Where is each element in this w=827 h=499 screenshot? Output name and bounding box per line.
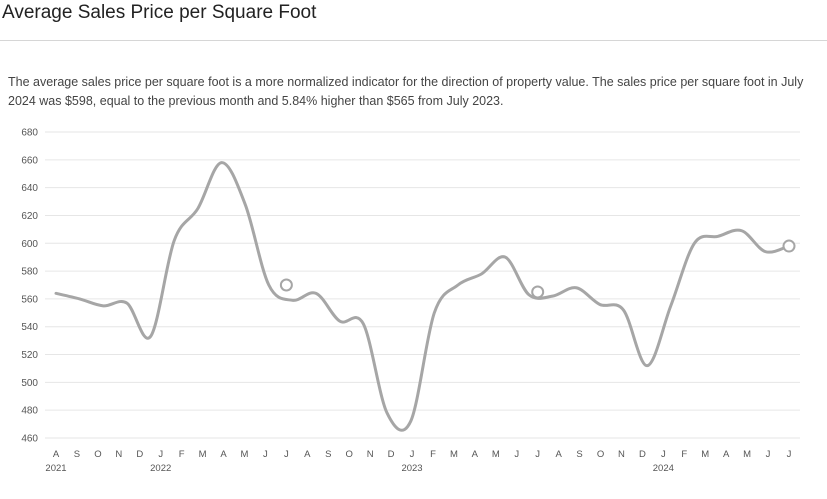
y-tick-label-600: 600 xyxy=(21,239,38,250)
title-divider xyxy=(0,40,827,41)
page-title: Average Sales Price per Square Foot xyxy=(2,2,317,23)
x-tick-label-19: M xyxy=(450,449,458,460)
x-tick-label-13: S xyxy=(325,449,331,460)
x-tick-label-31: M xyxy=(701,449,709,460)
x-tick-label-32: A xyxy=(723,449,730,460)
y-tick-label-540: 540 xyxy=(21,322,38,333)
x-tick-label-5: J xyxy=(158,449,163,460)
x-tick-label-2: O xyxy=(94,449,101,460)
x-tick-label-18: F xyxy=(430,449,436,460)
marker-layer xyxy=(279,239,796,299)
y-tick-label-620: 620 xyxy=(21,211,38,222)
x-tick-label-3: N xyxy=(115,449,122,460)
x-tick-label-23: J xyxy=(535,449,540,460)
x-tick-label-24: A xyxy=(555,449,562,460)
y-tick-label-660: 660 xyxy=(21,155,38,166)
x-tick-label-20: A xyxy=(472,449,479,460)
series-layer xyxy=(54,161,791,432)
price-per-sqft-line-chart: 680 660 640 620 600 580 560 540 520 500 480 460 A S O… xyxy=(21,128,800,474)
x-tick-label-8: A xyxy=(220,449,227,460)
chart-description: The average sales price per square foot … xyxy=(8,75,804,108)
data-point-marker-0 xyxy=(279,278,293,292)
x-axis: A S O N D J F M A M J J A S O N D J F M A M J J A S O N D J F M A M J J 2021… xyxy=(45,449,791,474)
y-tick-label-460: 460 xyxy=(21,434,38,445)
x-tick-label-21: M xyxy=(492,449,500,460)
y-tick-label-580: 580 xyxy=(21,267,38,278)
x-tick-label-11: J xyxy=(284,449,289,460)
x-tick-label-7: M xyxy=(199,449,207,460)
year-label-2023: 2023 xyxy=(401,463,422,474)
y-tick-label-680: 680 xyxy=(21,128,38,139)
y-tick-label-520: 520 xyxy=(21,350,38,361)
y-axis: 680 660 640 620 600 580 560 540 520 500 480 460 xyxy=(21,128,38,445)
year-label-2024: 2024 xyxy=(653,463,674,474)
y-tick-label-560: 560 xyxy=(21,294,38,305)
x-tick-label-35: J xyxy=(787,449,792,460)
x-tick-label-0: A xyxy=(53,449,60,460)
x-tick-label-10: J xyxy=(263,449,268,460)
x-tick-label-30: F xyxy=(681,449,687,460)
data-point-marker-2 xyxy=(782,239,796,253)
x-tick-label-9: M xyxy=(241,449,249,460)
x-tick-label-26: O xyxy=(597,449,604,460)
x-tick-label-28: D xyxy=(639,449,646,460)
x-tick-label-12: A xyxy=(304,449,311,460)
grid-lines xyxy=(45,131,800,439)
x-tick-label-27: N xyxy=(618,449,625,460)
x-tick-label-1: S xyxy=(74,449,80,460)
y-tick-label-480: 480 xyxy=(21,406,38,417)
x-tick-label-29: J xyxy=(661,449,666,460)
x-tick-label-16: D xyxy=(388,449,395,460)
year-label-2021: 2021 xyxy=(45,463,66,474)
x-tick-label-17: J xyxy=(410,449,415,460)
x-tick-label-34: J xyxy=(766,449,771,460)
x-tick-label-14: O xyxy=(346,449,353,460)
series-line-0 xyxy=(54,161,791,432)
year-label-2022: 2022 xyxy=(150,463,171,474)
x-tick-label-33: M xyxy=(743,449,751,460)
x-tick-label-6: F xyxy=(179,449,185,460)
y-tick-label-640: 640 xyxy=(21,183,38,194)
x-tick-label-15: N xyxy=(367,449,374,460)
data-point-marker-1 xyxy=(531,285,545,299)
y-tick-label-500: 500 xyxy=(21,378,38,389)
x-tick-label-25: S xyxy=(576,449,582,460)
x-tick-label-22: J xyxy=(514,449,519,460)
x-tick-label-4: D xyxy=(136,449,143,460)
